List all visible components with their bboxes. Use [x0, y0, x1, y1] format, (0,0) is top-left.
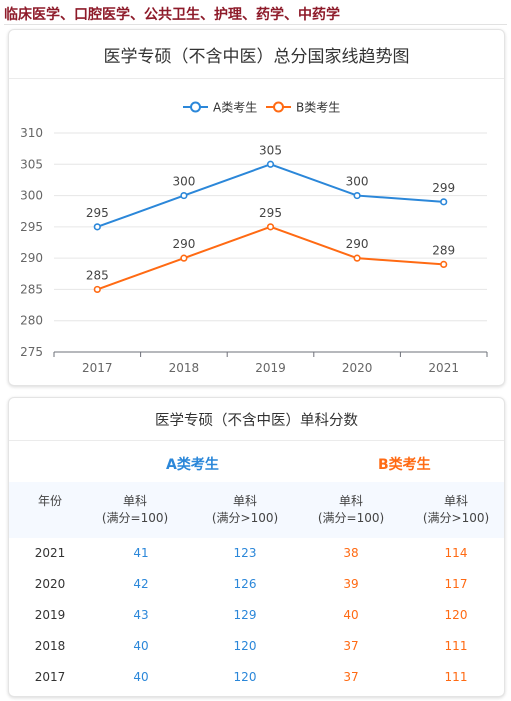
y-tick-label: 280 [20, 314, 43, 328]
header-a-100-line2: (满分=100) [101, 511, 169, 525]
header-b-gt100-line1: 单科 [443, 494, 468, 508]
cell-year: 2017 [34, 670, 66, 684]
data-point [440, 198, 448, 206]
header-b-gt100: 单科 (满分>100) [416, 493, 496, 527]
cell-b-100: 39 [343, 577, 359, 591]
data-point [266, 160, 275, 168]
cell-b-100: 37 [343, 670, 359, 684]
table-row: 2017 40 120 37 111 [9, 662, 504, 693]
cell-b-100: 37 [343, 639, 359, 653]
cell-b-gt100: 111 [444, 639, 468, 653]
header-b-100: 单科 (满分=100) [311, 493, 391, 527]
cell-a-gt100: 120 [233, 639, 257, 653]
data-label: 285 [86, 268, 109, 282]
cell-b-gt100: 117 [444, 577, 468, 591]
cell-a-100: 43 [133, 608, 149, 622]
cell-b-100: 40 [343, 608, 359, 622]
y-tick-label: 310 [20, 126, 43, 140]
cell-a-gt100: 129 [233, 608, 257, 622]
table-row: 2019 43 129 40 120 [9, 600, 504, 631]
cell-year: 2018 [34, 639, 66, 653]
score-table-card: 医学专硕（不含中医）单科分数 A类考生 B类考生 年份 单科 (满分=100) … [8, 397, 505, 697]
line-chart: 275 280 285 290 295 300 305 310 2017 2018 2019 2020… [20, 101, 488, 375]
legend-label: B类考生 [296, 101, 340, 115]
cell-year: 2020 [34, 577, 66, 591]
header-a-gt100-line1: 单科 [232, 494, 257, 508]
data-label: 290 [172, 237, 195, 251]
data-label: 305 [259, 143, 282, 157]
y-tick-label: 275 [20, 345, 43, 359]
data-point [266, 223, 275, 231]
header-year: 年份 [37, 494, 62, 508]
cell-b-gt100: 114 [444, 546, 468, 560]
cell-a-gt100: 120 [233, 670, 257, 684]
x-tick-label: 2017 [82, 361, 113, 375]
data-point [93, 285, 101, 294]
data-label: 300 [172, 175, 195, 189]
page-header-title: 临床医学、口腔医学、公共卫生、护理、药学、中药学 [4, 7, 340, 23]
cell-b-gt100: 111 [444, 670, 468, 684]
data-label: 300 [346, 175, 369, 189]
header-b-gt100-line2: (满分>100) [422, 511, 490, 525]
y-tick-label: 300 [20, 189, 43, 203]
cell-a-100: 42 [133, 577, 149, 591]
header-divider [4, 24, 507, 25]
cell-a-100: 40 [133, 670, 149, 684]
data-label: 295 [86, 206, 109, 220]
x-tick-label: 2018 [169, 361, 200, 375]
data-point [93, 223, 101, 231]
y-tick-label: 295 [20, 220, 43, 234]
y-tick-label: 285 [20, 282, 43, 296]
y-tick-label: 290 [20, 251, 43, 265]
data-label: 289 [432, 243, 455, 257]
header-a-100: 单科 (满分=100) [95, 493, 175, 527]
data-point [440, 260, 448, 268]
cell-a-100: 40 [133, 639, 149, 653]
table-row: 2021 41 123 38 114 [9, 538, 504, 569]
cell-a-gt100: 123 [233, 546, 257, 560]
x-tick-label: 2019 [255, 361, 286, 375]
header-a-gt100-line2: (满分>100) [211, 511, 279, 525]
data-point [180, 191, 188, 200]
group-a-label: A类考生 [166, 457, 219, 473]
cell-a-gt100: 126 [233, 577, 257, 591]
header-a-100-line1: 单科 [122, 494, 147, 508]
table-header-row: 年份 单科 (满分=100) 单科 (满分>100) 单科 (满分=100) 单… [9, 482, 504, 538]
table-title: 医学专硕（不含中医）单科分数 [155, 413, 358, 429]
cell-a-100: 41 [133, 546, 149, 560]
x-tick-label: 2021 [428, 361, 459, 375]
cell-b-100: 38 [343, 546, 359, 560]
data-label: 299 [432, 181, 455, 195]
table-title-divider [9, 440, 504, 441]
legend-marker [273, 101, 284, 113]
legend-marker [190, 101, 201, 113]
y-tick-label: 305 [20, 157, 43, 171]
data-point [353, 191, 361, 200]
data-point [353, 254, 361, 262]
data-label: 290 [346, 237, 369, 251]
header-a-gt100: 单科 (满分>100) [205, 493, 285, 527]
table-row: 2018 40 120 37 111 [9, 631, 504, 662]
header-b-100-line1: 单科 [338, 494, 363, 508]
x-tick-label: 2020 [342, 361, 373, 375]
table-row: 2020 42 126 39 117 [9, 569, 504, 600]
data-label: 295 [259, 206, 282, 220]
cell-year: 2019 [34, 608, 66, 622]
data-point [180, 254, 188, 262]
group-b-label: B类考生 [378, 457, 431, 473]
chart-title: 医学专硕（不含中医）总分国家线趋势图 [103, 47, 410, 67]
legend-label: A类考生 [213, 101, 257, 115]
cell-year: 2021 [34, 546, 66, 560]
chart-title-divider [9, 78, 504, 79]
header-b-100-line2: (满分=100) [317, 511, 385, 525]
cell-b-gt100: 120 [444, 608, 468, 622]
trend-chart-card: 医学专硕（不含中医）总分国家线趋势图 275 280 285 290 295 300 305… [8, 29, 505, 386]
